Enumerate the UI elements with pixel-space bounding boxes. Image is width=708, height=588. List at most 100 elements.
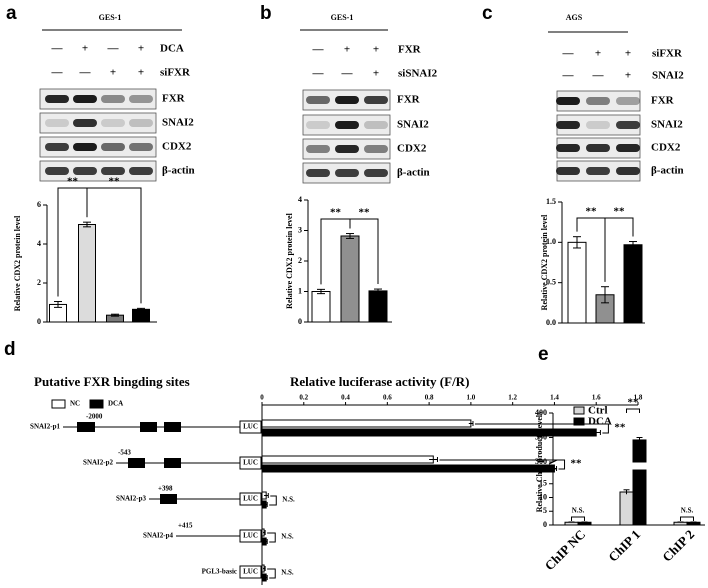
reporter-box bbox=[239, 456, 262, 470]
treatment-sign: + bbox=[595, 48, 601, 60]
blot-label: β-actin bbox=[651, 165, 684, 177]
blot-label: CDX2 bbox=[162, 141, 192, 153]
construct-name: SNAI2-p1 bbox=[30, 423, 60, 431]
reporter-box bbox=[239, 565, 262, 579]
binding-site bbox=[160, 494, 177, 504]
treatment-name: siSNAI2 bbox=[398, 68, 438, 80]
y-tick-label: 3 bbox=[298, 225, 302, 234]
panel-subtitle: Putative FXR bingding sites bbox=[34, 374, 190, 389]
reporter-label: LUC bbox=[243, 423, 258, 431]
x-tick-label: 0.8 bbox=[425, 394, 434, 402]
legend-label: NC bbox=[70, 400, 80, 408]
bar bbox=[261, 464, 555, 473]
blot-band bbox=[73, 167, 97, 175]
y-tick-label: 1.5 bbox=[546, 197, 556, 206]
site-position: +415 bbox=[178, 522, 193, 530]
blot-band bbox=[306, 96, 330, 104]
blot-band bbox=[129, 95, 153, 103]
chart-title: Relative luciferase activity (F/R) bbox=[290, 374, 469, 389]
panel-letter: e bbox=[538, 344, 549, 365]
significance-label: N.S. bbox=[281, 533, 294, 541]
binding-site bbox=[164, 458, 181, 468]
bar bbox=[132, 308, 150, 323]
significance-label: N.S. bbox=[281, 569, 294, 577]
treatment-sign: + bbox=[138, 67, 144, 79]
treatment-sign: + bbox=[373, 68, 379, 80]
construct-name: SNAI2-p3 bbox=[116, 495, 146, 503]
y-tick-label: 10 bbox=[539, 492, 547, 501]
binding-site bbox=[128, 458, 145, 468]
legend-swatch bbox=[573, 406, 585, 415]
legend-swatch bbox=[89, 399, 104, 409]
blot-band bbox=[101, 95, 125, 103]
x-tick-label: 1.6 bbox=[592, 394, 601, 402]
significance-label: N.S. bbox=[282, 496, 295, 504]
blot-strip bbox=[39, 88, 157, 110]
blot-band bbox=[616, 144, 640, 152]
blot-band bbox=[616, 167, 640, 175]
significance-bracket bbox=[86, 187, 142, 304]
treatment-name: DCA bbox=[160, 43, 184, 55]
blot-band bbox=[616, 97, 640, 105]
bar bbox=[311, 291, 331, 323]
significance-label: ** bbox=[109, 176, 121, 188]
construct-name: SNAI2-p2 bbox=[83, 459, 113, 467]
significance-bracket bbox=[474, 423, 609, 434]
y-tick-label: 300 bbox=[535, 457, 547, 466]
bar bbox=[686, 521, 701, 526]
y-tick-label: 0.5 bbox=[546, 277, 556, 286]
y-tick-label: 1 bbox=[298, 286, 302, 295]
treatment-sign: — bbox=[312, 44, 325, 56]
blot-band bbox=[101, 143, 125, 151]
bar bbox=[368, 290, 388, 323]
construct-name: SNAI2-p4 bbox=[143, 532, 173, 540]
y-tick-label: 20 bbox=[539, 465, 547, 474]
x-tick-label: 1.2 bbox=[508, 394, 517, 402]
construct-name: PGL3-basic bbox=[202, 568, 237, 576]
panel-letter: d bbox=[4, 339, 16, 360]
reporter-label: LUC bbox=[243, 459, 258, 467]
blot-band bbox=[364, 169, 388, 177]
treatment-sign: + bbox=[110, 67, 116, 79]
treatment-sign: — bbox=[51, 67, 64, 79]
treatment-sign: — bbox=[51, 43, 64, 55]
panel-letter: a bbox=[6, 3, 17, 24]
significance-label: ** bbox=[67, 176, 79, 188]
bar bbox=[632, 469, 647, 526]
blot-strip bbox=[39, 160, 157, 182]
reporter-label: LUC bbox=[243, 568, 258, 576]
cell-line: AGS bbox=[566, 13, 583, 22]
y-tick-label: 0.0 bbox=[546, 318, 556, 327]
blot-band bbox=[556, 97, 580, 105]
treatment-sign: — bbox=[592, 70, 605, 82]
significance-bracket bbox=[626, 408, 640, 413]
significance-label: ** bbox=[614, 422, 626, 434]
treatment-sign: + bbox=[625, 48, 631, 60]
bar bbox=[78, 224, 96, 323]
blot-label: FXR bbox=[651, 95, 675, 107]
blot-band bbox=[45, 95, 69, 103]
blot-band bbox=[129, 167, 153, 175]
legend-swatch bbox=[573, 417, 585, 426]
treatment-sign: + bbox=[138, 43, 144, 55]
significance-bracket bbox=[269, 495, 277, 506]
bar bbox=[567, 241, 587, 324]
treatment-name: SNAI2 bbox=[652, 70, 684, 82]
blot-band bbox=[73, 95, 97, 103]
blot-band bbox=[556, 121, 580, 129]
blot-band bbox=[306, 145, 330, 153]
y-tick-label: 5 bbox=[543, 506, 547, 515]
treatment-name: siFXR bbox=[160, 67, 191, 79]
bar bbox=[673, 521, 688, 526]
blot-band bbox=[556, 144, 580, 152]
treatment-sign: — bbox=[562, 48, 575, 60]
blot-band bbox=[129, 143, 153, 151]
treatment-sign: — bbox=[312, 68, 325, 80]
y-tick-label: 2 bbox=[37, 278, 41, 287]
significance-label: ** bbox=[586, 206, 598, 218]
reporter-label: LUC bbox=[243, 495, 258, 503]
blot-band bbox=[616, 121, 640, 129]
blot-band bbox=[586, 167, 610, 175]
bar bbox=[577, 521, 592, 526]
